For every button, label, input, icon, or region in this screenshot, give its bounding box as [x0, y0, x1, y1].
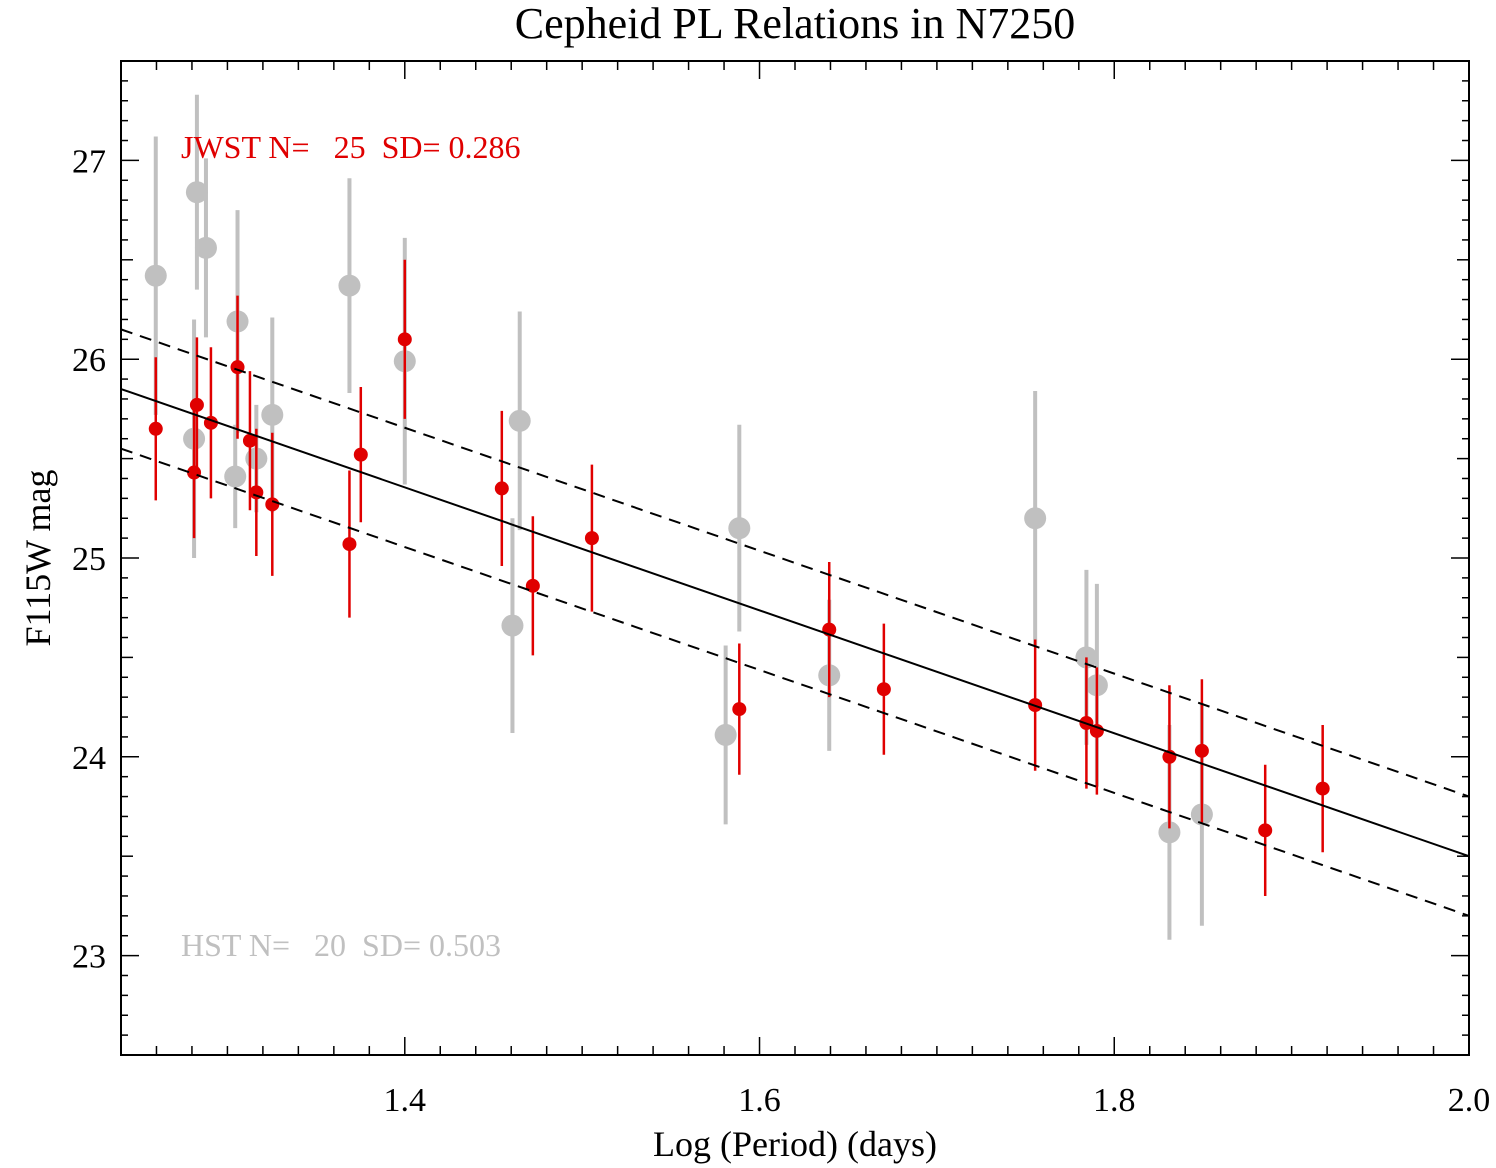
jwst-data-point [397, 332, 412, 347]
jwst-data-point [242, 433, 257, 448]
y-tick-label: 23 [72, 939, 106, 976]
axis-ticks: 1.4 1.6 1.8 2.0 23 24 25 26 27 [72, 60, 1491, 1119]
jwst-data-point [265, 497, 280, 512]
jwst-data-point [187, 465, 202, 480]
jwst-data-point [1315, 781, 1330, 796]
jwst-data-point [148, 421, 163, 436]
fit-line [120, 388, 1470, 858]
y-axis-label: F115W mag [18, 470, 58, 647]
hst-data-point [1024, 507, 1047, 530]
jwst-data-point [732, 702, 747, 717]
x-tick-label: 1.4 [384, 1082, 427, 1119]
hst-data-point [501, 614, 524, 637]
plot-frame [120, 60, 1470, 1056]
hst-data-point [144, 264, 167, 287]
y-tick-label: 24 [72, 740, 106, 777]
chart-title: Cepheid PL Relations in N7250 [515, 0, 1076, 48]
jwst-data-point [342, 537, 357, 552]
fit-lines [120, 328, 1470, 917]
x-tick-label: 1.8 [1093, 1082, 1136, 1119]
hst-data-point [508, 409, 531, 432]
x-axis-label: Log (Period) (days) [653, 1124, 937, 1164]
y-tick-label: 27 [72, 143, 106, 180]
x-tick-label: 2.0 [1448, 1082, 1491, 1119]
hst-stats-annotation: HST N= 20 SD= 0.503 [181, 927, 501, 963]
jwst-series [148, 259, 1330, 896]
upper-dashed-line [120, 447, 1470, 917]
hst-data-point [1158, 821, 1181, 844]
jwst-data-point [189, 397, 204, 412]
jwst-data-point [584, 531, 599, 546]
hst-data-point [714, 723, 737, 746]
x-tick-label: 1.6 [738, 1082, 781, 1119]
hst-series [144, 94, 1213, 940]
jwst-data-point [1194, 743, 1209, 758]
hst-data-point [194, 236, 217, 259]
hst-data-point [224, 465, 247, 488]
y-tick-label: 25 [72, 541, 106, 578]
hst-data-point [261, 403, 284, 426]
jwst-data-point [353, 447, 368, 462]
hst-data-point [185, 181, 208, 204]
lower-dashed-line [120, 328, 1470, 798]
jwst-stats-annotation: JWST N= 25 SD= 0.286 [181, 129, 521, 165]
hst-data-point [728, 517, 751, 540]
jwst-data-point [876, 682, 891, 697]
hst-data-point [338, 274, 361, 297]
y-tick-label: 26 [72, 342, 106, 379]
jwst-data-point [494, 481, 509, 496]
jwst-data-point [1258, 823, 1273, 838]
